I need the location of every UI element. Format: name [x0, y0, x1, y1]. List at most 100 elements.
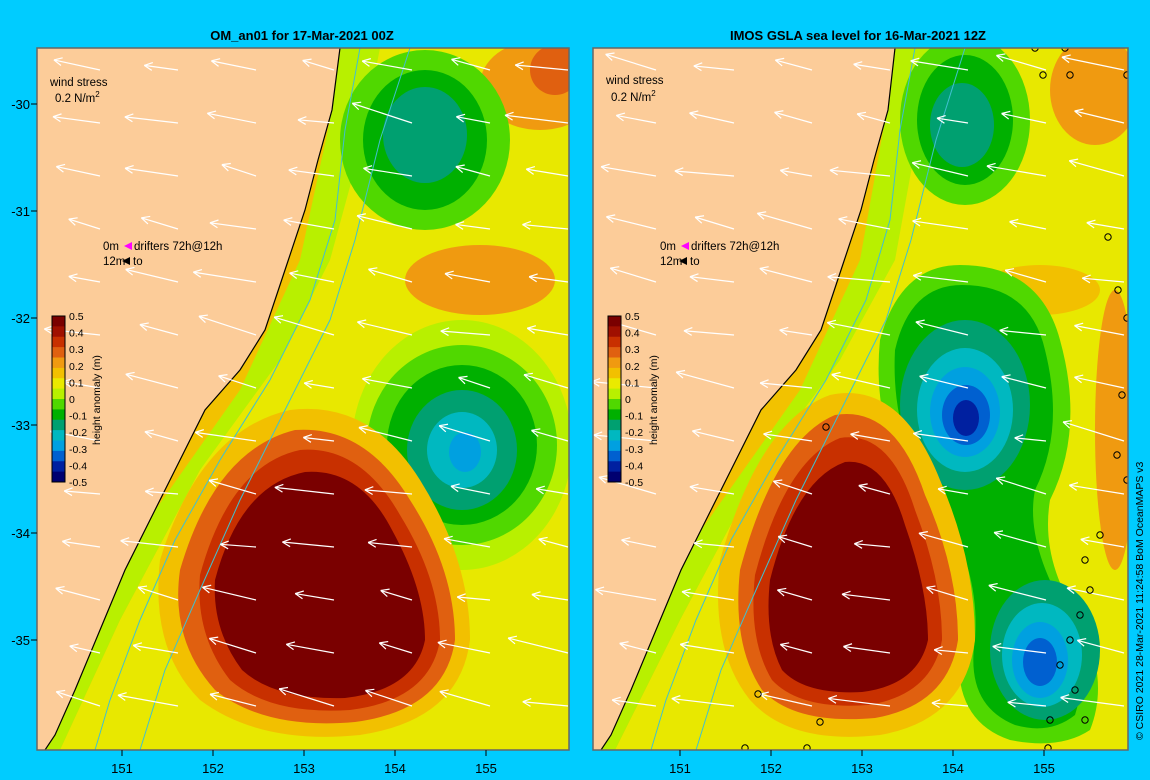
colorbar-swatch — [608, 399, 621, 410]
wind-arrow — [527, 327, 569, 336]
wind-arrow-head — [55, 585, 65, 595]
wind-arrow-head — [120, 537, 130, 547]
wind-arrow — [144, 431, 179, 442]
wind-arrow-head — [289, 270, 299, 279]
wind-arrow-head — [525, 166, 536, 175]
wind-arrow — [621, 539, 657, 548]
wind-arrow — [1074, 324, 1125, 336]
wind-arrow — [937, 488, 969, 495]
wind-arrow-head — [1004, 268, 1015, 277]
wind-arrow-head — [681, 588, 691, 598]
right-panel-title: IMOS GSLA sea level for 16-Mar-2021 12Z — [730, 28, 986, 43]
wind-arrow-head — [689, 273, 699, 283]
wind-arrow — [515, 64, 569, 71]
wind-arrow — [504, 114, 569, 124]
wind-arrow — [141, 217, 179, 230]
colorbar-swatch — [52, 450, 65, 462]
colorbar-tick-label: 0.1 — [69, 377, 84, 389]
wind-arrow — [681, 591, 735, 601]
observation-marker — [1081, 556, 1089, 564]
wind-arrow — [1007, 701, 1047, 707]
wind-arrow-head — [912, 430, 923, 439]
wind-arrow — [912, 162, 969, 177]
wind-arrow — [780, 643, 813, 654]
wind-arrow — [437, 641, 491, 654]
wind-arrow-head — [69, 643, 79, 653]
wind-arrow-head — [828, 694, 838, 704]
wind-arrow — [829, 169, 891, 177]
wind-arrow-head — [221, 162, 231, 172]
wind-arrow — [531, 429, 569, 442]
lon-tick-label: 153 — [293, 761, 315, 776]
wind-arrow-head — [1001, 110, 1011, 120]
wind-arrow — [302, 59, 335, 71]
wind-arrow-head — [779, 326, 789, 336]
left-warm-eddy-core — [214, 471, 425, 699]
wind-arrow-head — [838, 216, 848, 225]
wind-arrow — [1061, 56, 1125, 71]
wind-arrow — [1074, 110, 1125, 124]
wind-arrow-head — [198, 314, 208, 323]
wind-arrow — [828, 697, 891, 707]
wind-arrow — [778, 535, 813, 548]
wind-arrow-head — [1001, 374, 1011, 383]
colorbar-swatch — [608, 316, 621, 327]
lat-tick-label: -33 — [11, 418, 30, 433]
wind-arrow-head — [992, 642, 1002, 652]
wind-arrow-head — [1068, 482, 1079, 491]
wind-arrow — [220, 543, 257, 548]
wind-arrow — [69, 645, 101, 654]
credit-text: © CSIRO 2021 28-Mar-2021 11:24:58 BoM Oc… — [1134, 461, 1146, 740]
wind-arrow — [274, 486, 335, 495]
wind-arrow — [1009, 221, 1047, 230]
observation-marker — [1086, 586, 1094, 594]
wind-arrow — [522, 223, 569, 230]
wind-arrow — [1082, 277, 1125, 283]
wind-arrow-head — [208, 636, 219, 646]
wind-arrow — [62, 540, 101, 548]
wind-arrow — [676, 371, 735, 389]
wind-arrow — [759, 693, 813, 707]
wind-arrow-head — [671, 695, 681, 704]
wind-arrow — [380, 589, 413, 601]
wind-arrow — [593, 434, 657, 442]
wind-arrow-head — [365, 688, 375, 698]
wind-arrow-head — [600, 163, 610, 173]
wind-arrow — [926, 586, 969, 601]
wind-arrow-head — [1076, 638, 1087, 647]
wind-arrow — [444, 272, 491, 283]
wind-arrow-head — [854, 539, 863, 549]
wind-arrow — [680, 643, 735, 654]
wind-arrow — [1080, 538, 1125, 548]
wind-arrow — [137, 586, 179, 601]
left-colorbar: 0.5 0.4 0.3 0.2 0.1 0 -0.1 -0.2 -0.3 -0.4 -0.5 — [51, 311, 87, 489]
wind-arrow-head — [444, 270, 454, 280]
wind-arrow-head — [68, 217, 78, 226]
wind-arrow — [195, 431, 257, 442]
wind-arrow-head — [378, 640, 389, 650]
wind-arrow-head — [605, 52, 615, 61]
wind-arrow — [856, 113, 891, 124]
left-drifter-marker-0 — [124, 242, 132, 250]
colorbar-swatch — [608, 471, 621, 483]
wind-arrow-head — [282, 538, 292, 548]
lat-tick-label: -31 — [11, 204, 30, 219]
observation-marker — [1123, 71, 1128, 79]
wind-arrow — [362, 60, 413, 71]
colorbar-swatch — [52, 336, 65, 348]
wind-arrow-head — [850, 431, 860, 440]
colorbar-swatch — [608, 419, 621, 431]
wind-arrow — [779, 329, 813, 336]
wind-arrow-head — [514, 61, 524, 71]
wind-arrow — [368, 541, 413, 548]
colorbar-swatch — [52, 388, 65, 400]
wind-arrow-head — [504, 111, 514, 121]
wind-arrow-head — [531, 591, 541, 601]
wind-arrow — [694, 216, 735, 230]
wind-arrow-head — [283, 217, 293, 226]
left-land — [37, 48, 340, 750]
wind-arrow-head — [776, 587, 787, 597]
wind-arrow — [616, 114, 657, 124]
lon-tick-label: 151 — [669, 761, 691, 776]
wind-arrow — [450, 485, 491, 495]
